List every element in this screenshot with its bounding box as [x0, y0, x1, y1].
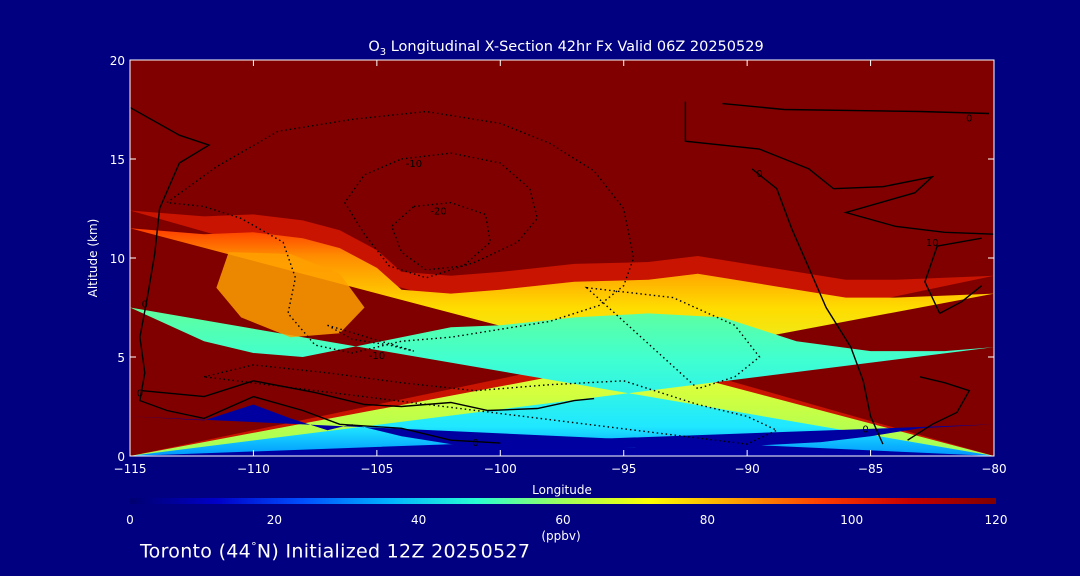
x-tick-label-4: −95: [611, 462, 636, 476]
colorbar-tick-label-4: 80: [700, 513, 715, 527]
contour-dashed-3: [203, 364, 779, 445]
contour-solid-2: [684, 101, 994, 235]
colorbar-ticks: 0 20 40 60 80 100 120: [126, 513, 1007, 527]
y-tick-label-2: 10: [110, 252, 125, 266]
chart-title: O3 Longitudinal X-Section 42hr Fx Valid …: [368, 39, 763, 58]
contour-label-4: 0: [137, 389, 143, 400]
plot-area: -10 -20 -10 0 0 0 0 0 10 0: [130, 60, 994, 456]
x-tick-label-2: −105: [360, 462, 393, 476]
contour-solid-4: [751, 168, 884, 445]
x-tick-label-3: −100: [484, 462, 517, 476]
y-axis: 0 5 10 15 20: [110, 54, 994, 464]
x-tick-label-5: −90: [734, 462, 759, 476]
colorbar-tick-label-0: 0: [126, 513, 134, 527]
y-tick-label-4: 20: [110, 54, 125, 68]
contour-solid-0: [130, 106, 501, 444]
y-tick-label-1: 5: [117, 351, 125, 365]
contour-dashed-1: [343, 152, 539, 279]
field-orange-core: [216, 252, 365, 338]
colorbar-unit: (ppbv): [541, 529, 580, 543]
colorbar: [130, 498, 996, 504]
field-ground-band: [130, 404, 994, 456]
contour-dashed-5: [327, 324, 415, 352]
footer-prefix: Toronto (44: [140, 540, 252, 563]
contour-label-1: -20: [430, 207, 446, 218]
footer-caption: Toronto (44°N) Initialized 12Z 20250527: [140, 540, 530, 562]
colorbar-tick-label-5: 100: [840, 513, 863, 527]
contour-dashed-4: [584, 286, 761, 390]
contour-label-9: 0: [862, 424, 868, 435]
contour-label-0: -10: [406, 159, 422, 170]
contour-label-6: 0: [966, 113, 972, 124]
title-species: O: [368, 39, 379, 55]
y-axis-label: Altitude (km): [86, 219, 100, 298]
field-low-band: [130, 307, 994, 456]
title-text: Longitudinal X-Section 42hr Fx Valid 06Z…: [386, 39, 764, 55]
y-tick-label-3: 15: [110, 153, 125, 167]
footer-degree: °: [251, 540, 257, 553]
contour-layer: [130, 101, 994, 445]
x-tick-label-7: −80: [981, 462, 1006, 476]
x-tick-label-0: −115: [114, 462, 147, 476]
contour-label-8: 10: [926, 238, 939, 249]
x-axis-label: Longitude: [532, 483, 592, 497]
contour-solid-5: [924, 237, 983, 315]
contour-solid-6: [907, 376, 971, 441]
contour-solid-1: [142, 380, 595, 412]
x-tick-label-1: −110: [237, 462, 270, 476]
contour-label-7: 0: [756, 169, 762, 180]
colorbar-tick-label-3: 60: [555, 513, 570, 527]
title-subscript: 3: [380, 47, 386, 58]
x-axis: −115 −110 −105 −100 −95 −90 −85 −80: [114, 60, 1007, 476]
colorbar-tick-label-1: 20: [267, 513, 282, 527]
contour-label-5: 0: [472, 438, 478, 449]
contour-solid-3: [722, 102, 990, 115]
contour-label-2: -10: [369, 351, 385, 362]
footer-suffix: N) Initialized 12Z 20250527: [256, 540, 531, 563]
contour-label-3: 0: [142, 300, 148, 311]
x-tick-label-6: −85: [858, 462, 883, 476]
contour-label-layer: -10 -20 -10 0 0 0 0 0 10 0: [137, 113, 973, 449]
colorbar-tick-label-2: 40: [411, 513, 426, 527]
colorbar-tick-label-6: 120: [985, 513, 1008, 527]
y-tick-label-0: 0: [117, 450, 125, 464]
